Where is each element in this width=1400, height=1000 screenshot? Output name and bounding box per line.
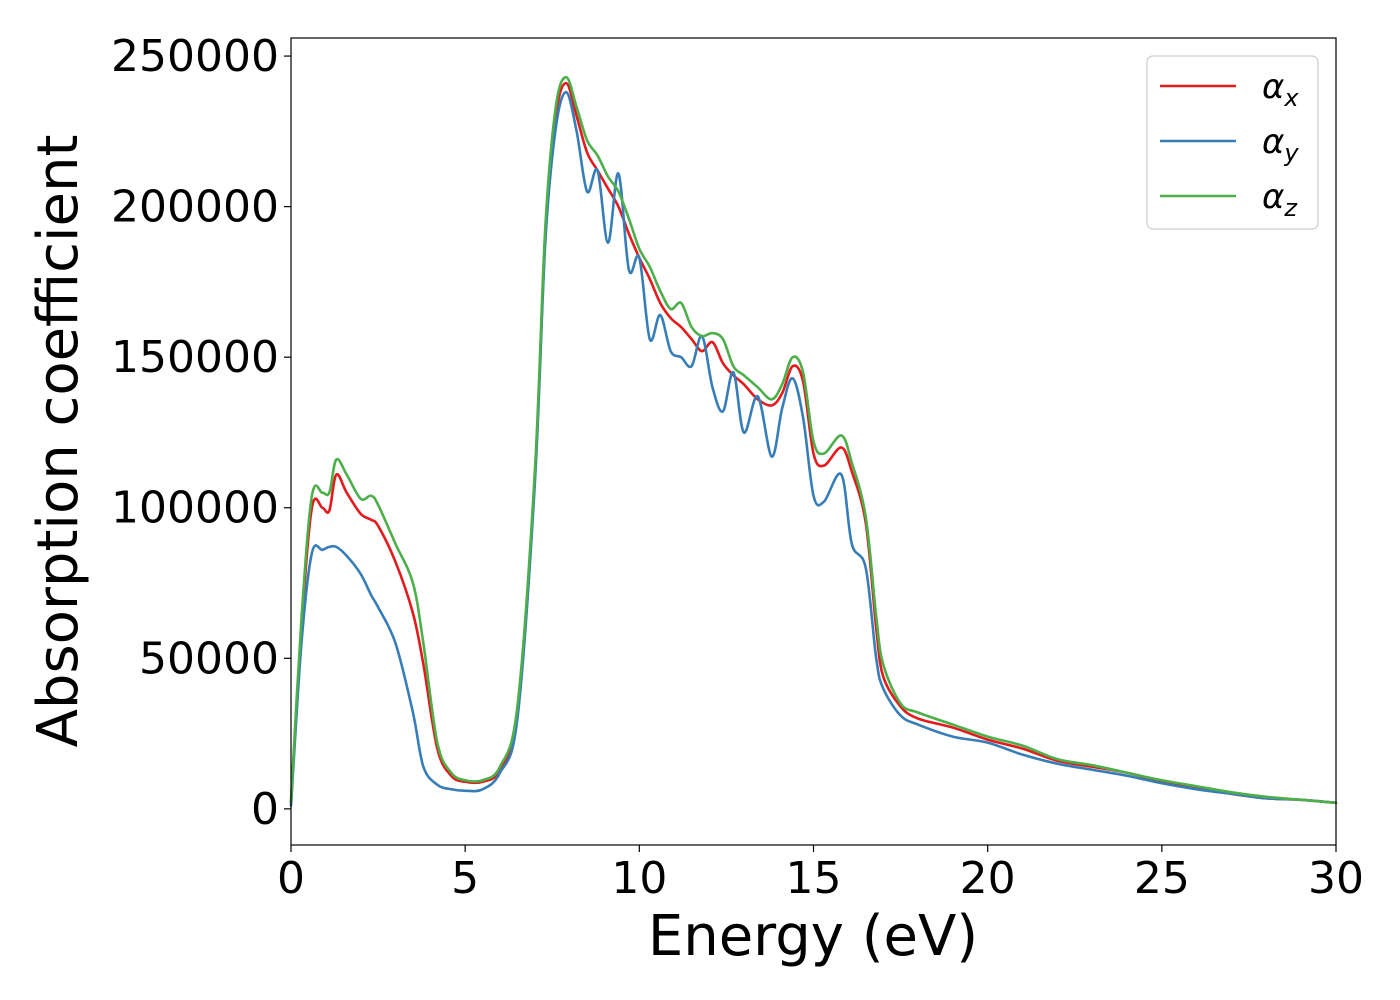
y-tick-label: 200000: [111, 182, 279, 233]
y-tick-label: 150000: [111, 332, 279, 383]
y-tick-label: 50000: [139, 633, 279, 684]
series-lines: [289, 75, 1338, 808]
legend-label-y: αy: [1262, 122, 1299, 167]
x-tick-label: 10: [611, 853, 667, 904]
x-tick-label: 30: [1308, 853, 1364, 904]
plot-frame: [290, 37, 1337, 846]
legend-box: [1146, 55, 1319, 230]
x-tick-label: 0: [277, 853, 305, 904]
series-line-y: [289, 90, 1338, 808]
legend-label-x: αx: [1262, 67, 1299, 112]
y-axis-ticks: 0 50000 100000 150000 200000 250000: [111, 31, 291, 835]
x-tick-label: 20: [960, 853, 1016, 904]
x-tick-label: 5: [451, 853, 479, 904]
x-tick-label: 25: [1134, 853, 1190, 904]
series-line-x: [289, 81, 1338, 805]
y-tick-label: 100000: [111, 483, 279, 534]
x-axis-ticks: 0 5 10 15 20 25 30: [277, 845, 1364, 904]
y-tick-label: 250000: [111, 31, 279, 82]
x-axis-label: Energy (eV): [648, 904, 978, 969]
y-axis-label: Absorption coefficient: [26, 135, 91, 748]
y-tick-label: 0: [251, 784, 279, 835]
legend-label-z: αz: [1262, 177, 1298, 222]
x-tick-label: 15: [786, 853, 842, 904]
legend: αx αy αz: [1146, 55, 1319, 230]
series-line-z: [289, 75, 1338, 805]
